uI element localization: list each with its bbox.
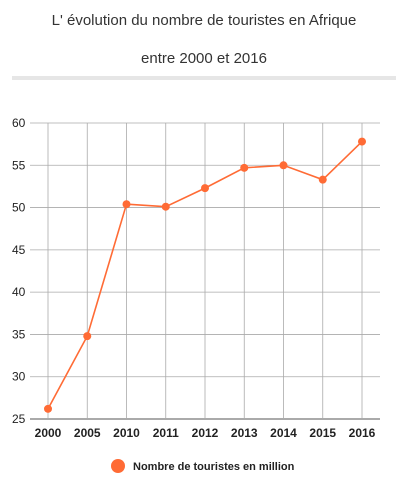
- x-axis-ticks: 2000 2005 2010 2011 2012 2013 2014 2015 2016: [35, 426, 376, 440]
- y-tick-label-45: 45: [12, 243, 26, 257]
- data-point-2013: [240, 163, 249, 172]
- y-tick-label-55: 55: [12, 158, 26, 172]
- chart-subtitle: entre 2000 et 2016: [141, 50, 267, 67]
- y-tick-label-60: 60: [12, 116, 26, 130]
- data-point-2005: [83, 332, 92, 341]
- x-tick-label-2011: 2011: [153, 426, 179, 440]
- x-tick-label-2012: 2012: [192, 426, 219, 440]
- data-point-2000: [44, 404, 52, 413]
- chart-title: L' évolution du nombre de touristes en A…: [51, 12, 357, 29]
- y-tick-label-50: 50: [12, 201, 26, 215]
- x-tick-label-2015: 2015: [309, 426, 336, 440]
- x-tick-label-2005: 2005: [74, 426, 101, 440]
- y-tick-label-30: 30: [12, 370, 26, 384]
- x-tick-label-2000: 2000: [35, 426, 62, 440]
- legend-marker: [111, 459, 125, 473]
- y-axis-ticks: 25 30 35 40 45 50 55 60: [12, 116, 26, 426]
- y-tick-label-40: 40: [12, 285, 26, 299]
- data-point-2012: [201, 184, 209, 193]
- data-point-2010: [122, 200, 131, 209]
- x-tick-label-2010: 2010: [113, 426, 140, 440]
- data-point-2015: [318, 175, 327, 184]
- data-point-2014: [279, 161, 288, 170]
- data-point-2011: [161, 202, 170, 211]
- x-tick-label-2016: 2016: [349, 426, 376, 440]
- x-tick-label-2014: 2014: [270, 426, 297, 440]
- legend: Nombre de touristes en million: [111, 459, 295, 473]
- grid-lines: [30, 122, 380, 420]
- y-tick-label-35: 35: [12, 327, 26, 341]
- legend-label: Nombre de touristes en million: [133, 461, 295, 473]
- series-group: [44, 137, 366, 413]
- y-tick-label-25: 25: [12, 412, 26, 426]
- data-point-2016: [358, 137, 366, 146]
- x-tick-label-2013: 2013: [231, 426, 258, 440]
- title-divider: [12, 76, 396, 80]
